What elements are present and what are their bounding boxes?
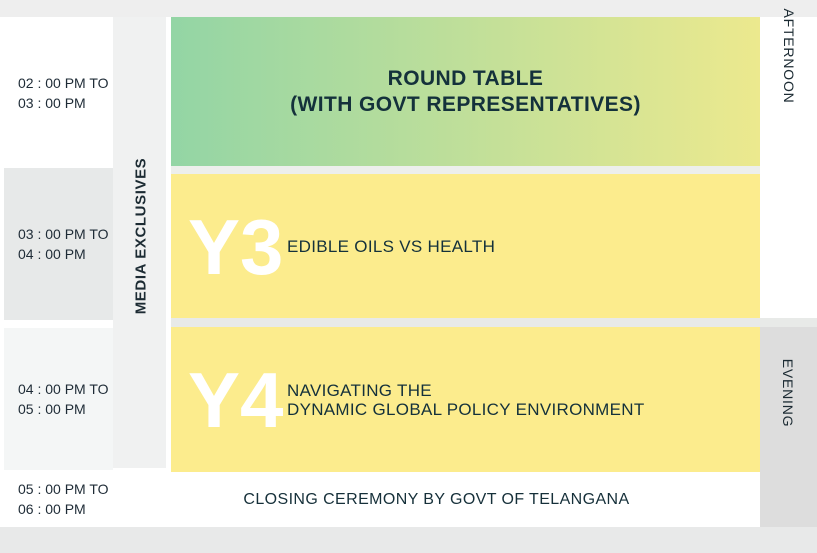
row-divider	[171, 166, 760, 174]
time-slot-line2: 04 : 00 PM	[18, 246, 86, 262]
top-strip	[0, 0, 817, 17]
time-slot-3pm-4pm: 03 : 00 PM TO 04 : 00 PM	[4, 168, 113, 320]
period-label-afternoon: AFTERNOON	[781, 8, 797, 104]
session-title-line1: ROUND TABLE	[387, 66, 544, 90]
afternoon-section-background	[760, 17, 817, 318]
row-divider	[171, 318, 817, 327]
session-y4: Y4 NAVIGATING THE DYNAMIC GLOBAL POLICY …	[171, 327, 760, 472]
evening-section-background	[760, 327, 817, 527]
session-title: NAVIGATING THE DYNAMIC GLOBAL POLICY ENV…	[287, 381, 645, 419]
session-closing-ceremony: CLOSING CEREMONY BY GOVT OF TELANGANA	[113, 472, 760, 527]
session-round-table: ROUND TABLE (WITH GOVT REPRESENTATIVES)	[171, 17, 760, 166]
time-slot-line1: 03 : 00 PM TO	[18, 226, 109, 242]
session-title-line2: (WITH GOVT REPRESENTATIVES)	[290, 92, 641, 116]
bottom-strip	[0, 527, 817, 553]
track-label-media-exclusives: MEDIA EXCLUSIVES	[132, 157, 150, 315]
time-slot-2pm-3pm: 02 : 00 PM TO 03 : 00 PM	[4, 17, 113, 168]
time-slot-line1: 05 : 00 PM TO	[18, 480, 109, 497]
session-title-line2: DYNAMIC GLOBAL POLICY ENVIRONMENT	[287, 399, 645, 419]
session-code-y3: Y3	[188, 202, 284, 291]
session-title-line1: NAVIGATING THE	[287, 380, 432, 400]
closing-ceremony-title: CLOSING CEREMONY BY GOVT OF TELANGANA	[243, 490, 630, 508]
session-code-y4: Y4	[188, 355, 284, 444]
session-title: EDIBLE OILS VS HEALTH	[287, 237, 496, 256]
time-slot-line1: 02 : 00 PM TO	[18, 74, 109, 91]
period-label-evening: EVENING	[780, 358, 796, 428]
time-slot-line2: 05 : 00 PM	[18, 401, 86, 417]
time-slot-line1: 04 : 00 PM TO	[18, 381, 109, 397]
time-slot-line2: 06 : 00 PM	[18, 500, 86, 517]
session-y3: Y3 EDIBLE OILS VS HEALTH	[171, 174, 760, 319]
time-slot-4pm-5pm: 04 : 00 PM TO 05 : 00 PM	[4, 328, 113, 470]
track-column-background	[113, 17, 166, 468]
time-slot-line2: 03 : 00 PM	[18, 94, 86, 111]
time-slot-5pm-6pm: 05 : 00 PM TO 06 : 00 PM	[4, 470, 113, 527]
